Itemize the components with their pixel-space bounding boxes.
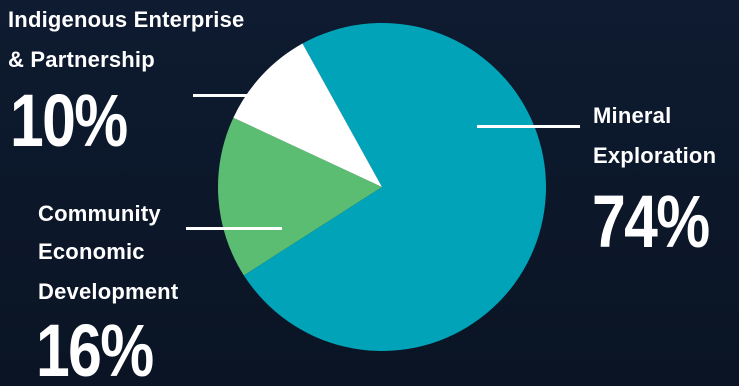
pie-slice-mineral — [243, 22, 546, 352]
value-indigenous: 10% — [10, 79, 128, 162]
label-community-line3: Development — [38, 279, 179, 304]
pie-slice-community — [218, 117, 382, 276]
label-mineral-line2: Exploration — [593, 143, 717, 168]
leader-line-indigenous — [193, 94, 290, 97]
leader-line-community — [186, 227, 282, 230]
label-indigenous-line1: Indigenous Enterprise — [8, 7, 245, 32]
label-community-line2: Economic — [38, 239, 145, 264]
pie-slice-indigenous — [233, 43, 382, 188]
label-community-line1: Community — [38, 201, 161, 226]
label-mineral-line1: Mineral — [593, 103, 672, 128]
label-indigenous-line2: & Partnership — [8, 47, 155, 72]
value-mineral: 74% — [592, 180, 710, 263]
leader-line-mineral — [477, 125, 580, 128]
value-community: 16% — [36, 309, 154, 392]
